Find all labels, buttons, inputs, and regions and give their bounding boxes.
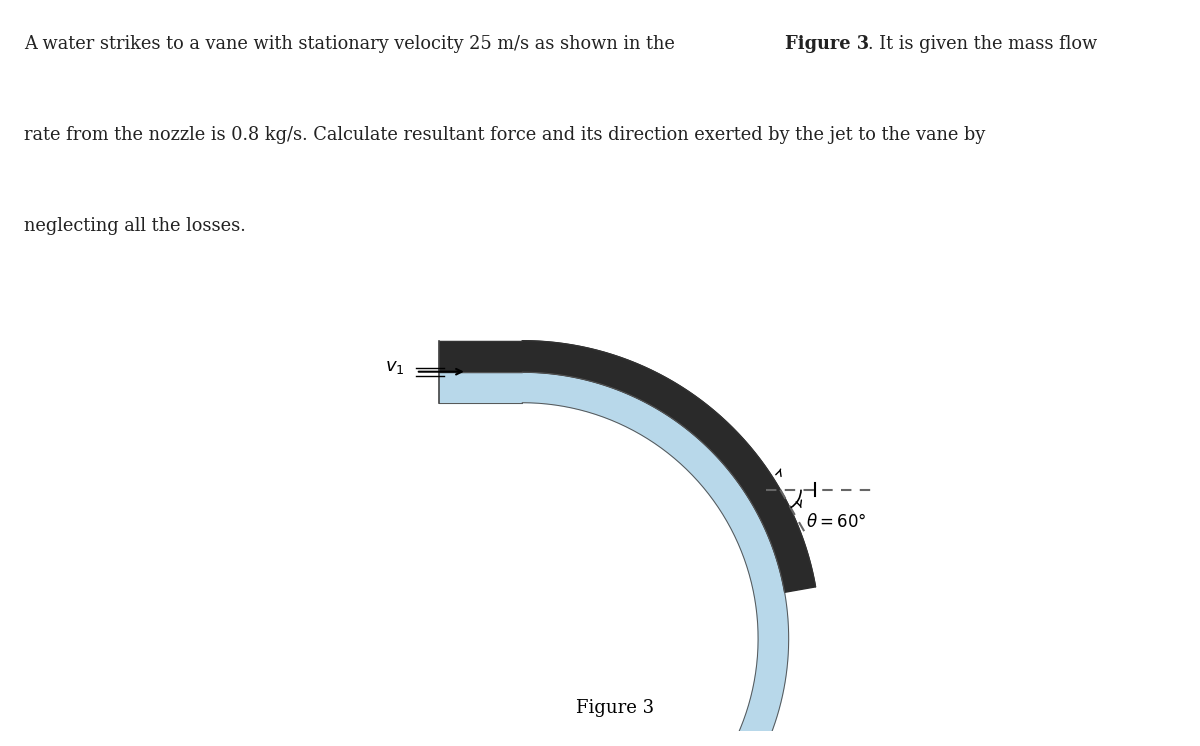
Text: $\theta = 60°$: $\theta = 60°$ xyxy=(806,513,866,530)
Text: Figure 3: Figure 3 xyxy=(576,699,654,717)
Polygon shape xyxy=(522,372,788,746)
Polygon shape xyxy=(522,341,816,592)
Text: rate from the nozzle is 0.8 kg/s. Calculate resultant force and its direction ex: rate from the nozzle is 0.8 kg/s. Calcul… xyxy=(24,125,985,144)
Text: neglecting all the losses.: neglecting all the losses. xyxy=(24,217,246,235)
Text: A water strikes to a vane with stationary velocity 25 m/s as shown in the: A water strikes to a vane with stationar… xyxy=(24,34,680,53)
Text: $v_1$: $v_1$ xyxy=(385,358,404,376)
Text: . It is given the mass flow: . It is given the mass flow xyxy=(868,34,1097,53)
Text: Figure 3: Figure 3 xyxy=(785,34,869,53)
